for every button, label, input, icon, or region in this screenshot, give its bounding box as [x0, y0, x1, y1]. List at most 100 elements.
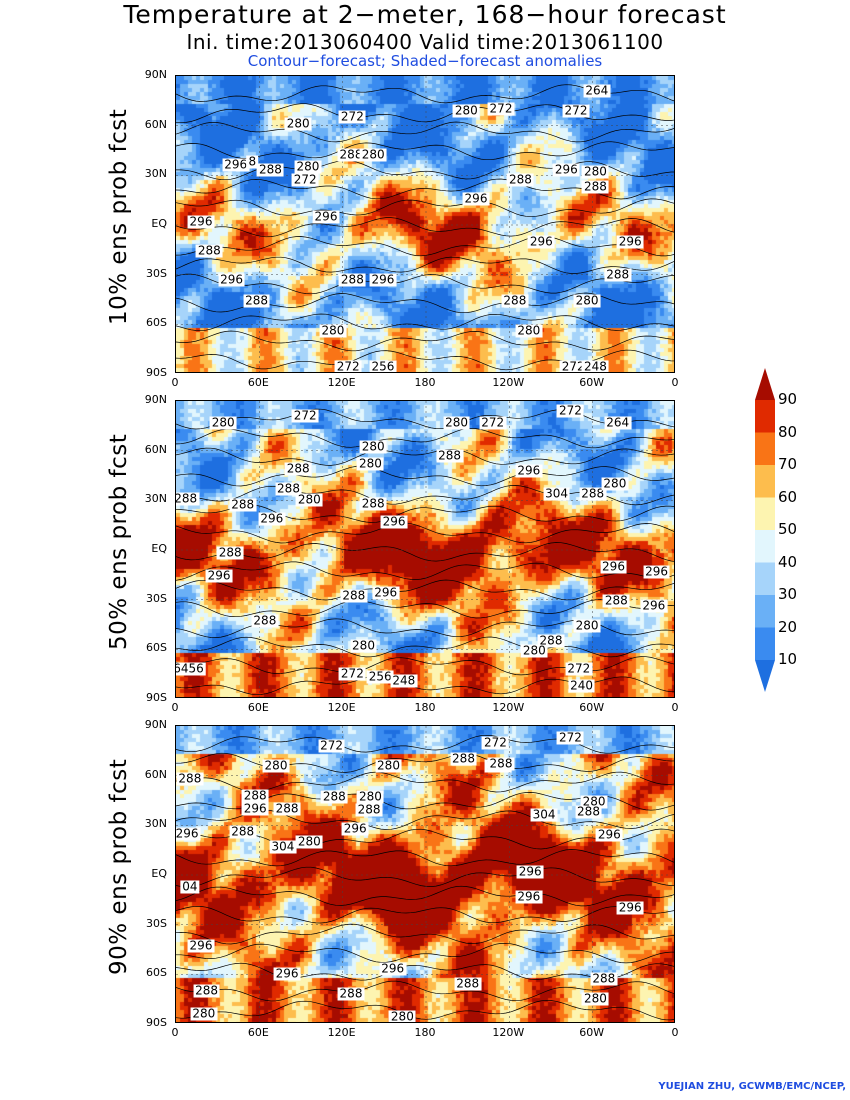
- lat-tick-label: EQ: [151, 867, 167, 880]
- panel-label: 50% ens prob fcst: [106, 433, 132, 650]
- colorbar-label: 90: [778, 390, 798, 408]
- lat-tick-label: 90N: [144, 68, 167, 81]
- colorbar-label: 20: [778, 617, 798, 636]
- contour-label: 280: [601, 476, 629, 491]
- contour-label: 288: [176, 771, 204, 786]
- lat-tick-label: 30N: [144, 817, 167, 831]
- contour-lines: [176, 401, 674, 697]
- contour-label: 304: [543, 486, 570, 501]
- lat-tick-label: 60S: [146, 966, 167, 980]
- contour-label: 296: [595, 827, 623, 842]
- lon-tick-label: 120E: [327, 701, 356, 714]
- anomaly-shading: [176, 401, 674, 697]
- lat-tick-label: 90N: [144, 393, 167, 406]
- contour-label: 280: [356, 789, 384, 804]
- contour-label: 296: [369, 272, 397, 287]
- contour-label: 288: [355, 802, 383, 817]
- lon-tick-label: 60E: [247, 1026, 269, 1039]
- contour-label: 04: [180, 879, 200, 894]
- lat-tick-label: 60N: [144, 442, 167, 456]
- contour-label: 280: [356, 456, 384, 471]
- lat-tick-label: EQ: [151, 542, 167, 555]
- contour-label: 280: [443, 415, 470, 430]
- contour-label: 272: [556, 403, 584, 418]
- lon-tick-label: 0: [671, 701, 679, 714]
- contour-label: 296: [273, 966, 301, 981]
- contour-label: 296: [640, 598, 668, 613]
- contour-label: 288: [320, 789, 348, 804]
- lat-tick-label: 30S: [146, 591, 167, 605]
- contour-label: 280: [581, 991, 609, 1006]
- init-valid-time: Ini. time:2013060400 Valid time:20130611…: [186, 30, 664, 54]
- colorbar-label: 40: [778, 552, 798, 571]
- contour-label: 272: [562, 103, 590, 118]
- contour-lines: [176, 726, 674, 1022]
- lon-tick-label: 120W: [492, 701, 525, 714]
- contour-label: 296: [175, 826, 201, 841]
- contour-label: 272: [338, 666, 366, 681]
- contour-label: 280: [581, 164, 609, 179]
- lon-tick-label: 0: [171, 376, 179, 389]
- colorbar-segment: [755, 562, 775, 595]
- lat-tick-label: EQ: [151, 217, 167, 230]
- colorbar-min-arrow: [755, 660, 775, 692]
- lon-tick-label: 120W: [492, 1026, 525, 1039]
- contour-label: 288: [337, 986, 365, 1001]
- contour-label: 296: [462, 191, 490, 205]
- lon-tick-label: 0: [671, 1026, 679, 1039]
- colorbar-label: 50: [778, 520, 798, 538]
- contour-label: 288: [506, 172, 534, 187]
- contour-label: 296: [527, 234, 555, 249]
- anomaly-shading: [176, 726, 674, 1022]
- colorbar-label: 70: [778, 455, 798, 473]
- contour-label: 280: [295, 834, 323, 849]
- lon-tick-label: 60E: [247, 701, 269, 714]
- contour-label: 296: [600, 559, 627, 574]
- lat-tick-label: 30S: [146, 916, 167, 930]
- contour-label: 280: [209, 415, 237, 430]
- lon-tick-label: 120E: [327, 1026, 356, 1039]
- contour-label: 264: [604, 415, 632, 430]
- lon-tick-label: 180: [414, 701, 436, 714]
- contour-label: 272: [565, 661, 593, 676]
- contour-label: 272: [559, 359, 587, 373]
- contour-label: 288: [251, 613, 279, 628]
- contour-label: 296: [341, 821, 369, 836]
- contour-label: 280: [388, 1009, 416, 1023]
- contour-label: 296: [205, 568, 233, 583]
- contour-label: 272: [556, 730, 584, 745]
- contour-label: 280: [573, 618, 601, 633]
- contour-label: 296: [218, 272, 245, 287]
- colorbar-segment: [755, 465, 775, 498]
- contour-label: 288: [256, 162, 284, 177]
- contour-label: 280: [520, 643, 548, 658]
- contour-label: 280: [359, 439, 387, 454]
- contour-label: 296: [379, 961, 407, 976]
- map-panel: 2722722722802802802882882882882962882882…: [175, 725, 675, 1023]
- contour-label: 256: [366, 669, 394, 684]
- contour-label: 288: [590, 971, 618, 986]
- contour-label: 288: [193, 983, 220, 998]
- panel-label: 90% ens prob fcst: [106, 758, 132, 975]
- legend-text: Contour−forecast; Shaded−forecast anomal…: [247, 52, 603, 70]
- lat-tick-label: 30N: [144, 167, 167, 181]
- lon-tick-label: 180: [414, 1026, 436, 1039]
- contour-label: 296: [552, 162, 580, 177]
- contour-label: 296: [222, 157, 250, 172]
- contour-label: 288: [581, 179, 609, 194]
- contour-label: 280: [515, 323, 543, 338]
- contour-label: 288: [241, 788, 269, 803]
- contour-label: 296: [380, 514, 408, 529]
- contour-label: 288: [337, 147, 365, 162]
- contour-label: 280: [294, 159, 322, 174]
- contour-label: 288: [229, 824, 257, 839]
- contour-label: 296: [312, 209, 340, 224]
- contour-label: 288: [602, 593, 630, 608]
- colorbar-label: 60: [778, 487, 798, 506]
- credit-text: YUEJIAN ZHU, GCWMB/EMC/NCEP,: [658, 1081, 846, 1092]
- lat-tick-label: 60N: [144, 117, 167, 131]
- map-panel: 272 264 272 280 280 272 280 280 288 288 288 280 288 2…: [175, 400, 675, 698]
- contour-label: 280: [190, 1006, 218, 1021]
- contour-label: 280: [375, 758, 402, 773]
- page-title: Temperature at 2−meter, 168−hour forecas…: [123, 0, 727, 29]
